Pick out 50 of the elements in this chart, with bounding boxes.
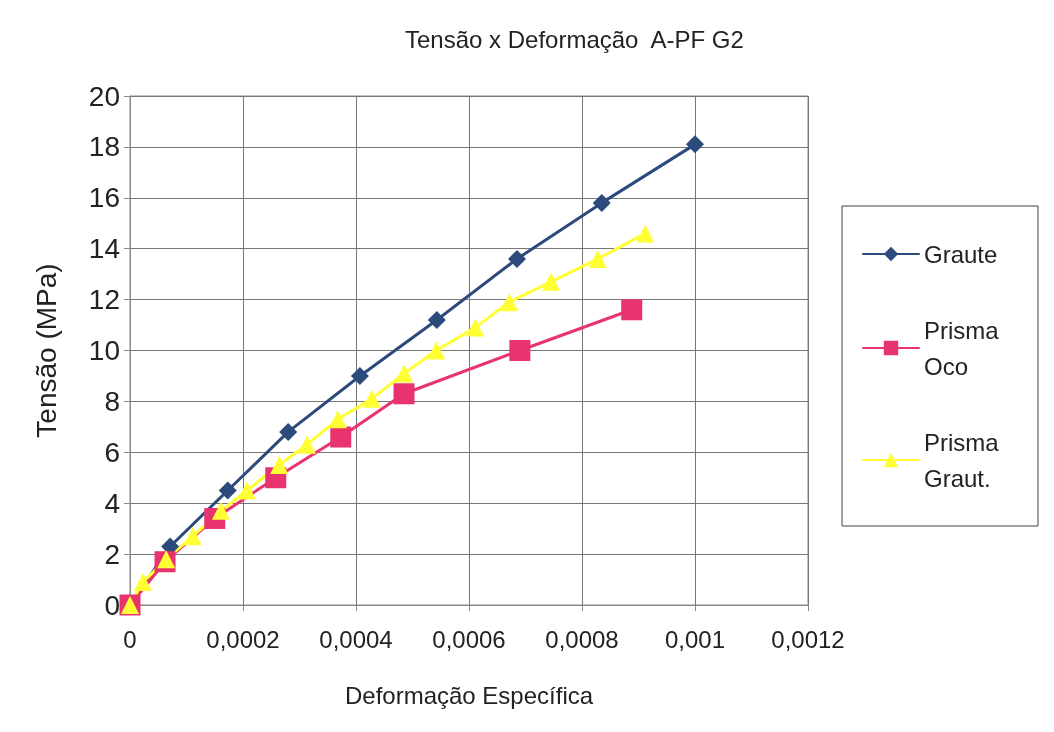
point <box>133 573 152 592</box>
x-tick-label: 0,001 <box>664 625 726 653</box>
legend-label: Prisma Graut. <box>924 428 1006 492</box>
point <box>621 299 643 321</box>
y-tick-label: 6 <box>104 436 120 468</box>
x-tick-label: 0,0012 <box>771 625 845 653</box>
point <box>427 310 446 329</box>
y-tick-label: 16 <box>88 182 120 214</box>
y-tick-label: 10 <box>88 335 120 366</box>
point <box>218 481 237 500</box>
x-tick-label: 0 <box>123 625 137 653</box>
x-axis-title: Deformação Específica <box>344 681 594 709</box>
point <box>297 435 316 454</box>
y-tick-label: 0 <box>104 589 120 621</box>
point <box>509 340 531 361</box>
point <box>636 224 655 243</box>
chart-title: Tensão x Deformação A-PF G2 <box>405 25 744 53</box>
x-tick-label: 0,0008 <box>545 625 619 653</box>
point <box>330 426 352 448</box>
point <box>395 364 414 383</box>
x-tick-label: 0,0006 <box>432 625 506 653</box>
point <box>237 481 256 500</box>
point <box>686 135 704 154</box>
point <box>279 422 298 441</box>
point <box>328 410 347 429</box>
x-tick-label: 0,0002 <box>206 625 280 653</box>
point <box>592 193 611 212</box>
y-tick-label: 14 <box>88 233 120 265</box>
y-tick-label: 20 <box>88 80 120 112</box>
point <box>466 318 485 337</box>
y-tick-label: 8 <box>104 385 120 417</box>
point <box>508 249 527 268</box>
point <box>350 366 369 385</box>
point <box>393 383 415 405</box>
point <box>427 341 446 360</box>
x-tick-label: 0,0004 <box>319 625 393 653</box>
y-tick-label: 4 <box>104 487 120 519</box>
legend-label: Graute <box>924 240 998 268</box>
point <box>211 501 230 520</box>
legend-label: Prisma Oco <box>924 316 1006 380</box>
point <box>500 293 519 312</box>
point <box>588 249 607 268</box>
y-tick-label: 2 <box>104 538 120 570</box>
y-tick-label: 18 <box>88 131 120 163</box>
point <box>183 527 202 546</box>
point <box>541 272 560 291</box>
point <box>362 389 381 408</box>
y-tick-label: 12 <box>88 284 120 316</box>
point <box>270 456 289 475</box>
y-axis-title: Tensão (MPa) <box>30 263 62 438</box>
